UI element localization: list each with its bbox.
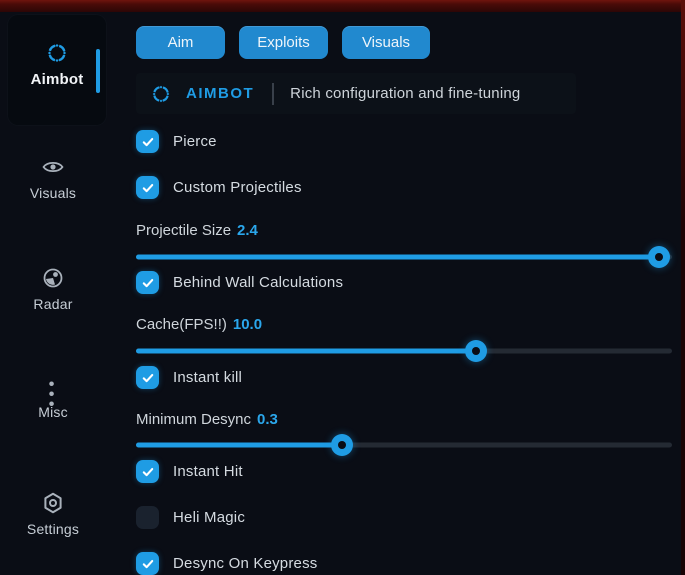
toggle-row-instant-kill[interactable]: Instant kill <box>136 366 242 389</box>
toggle-row-custom-projectiles[interactable]: Custom Projectiles <box>136 176 302 199</box>
slider-value: 2.4 <box>237 222 258 239</box>
checkbox-label: Desync On Keypress <box>173 555 318 572</box>
slider-track[interactable] <box>136 442 672 448</box>
background-top-red-strip <box>0 0 685 12</box>
slider-fill <box>136 254 659 260</box>
slider-label-projectile-size: Projectile Size 2.4 <box>136 222 258 239</box>
gear-icon <box>44 492 62 514</box>
sidebar-item-visuals[interactable]: Visuals <box>0 155 106 203</box>
checkbox[interactable] <box>136 271 159 294</box>
slider-cache-fps[interactable] <box>136 339 672 363</box>
checkbox-label: Instant Hit <box>173 463 243 480</box>
radar-icon <box>43 268 63 288</box>
background-right-red-strip <box>681 0 685 575</box>
sidebar: Aimbot Visuals Radar • • • Misc Settings <box>0 12 130 575</box>
checkbox[interactable] <box>136 552 159 575</box>
crosshair-icon <box>151 84 171 103</box>
slider-value: 0.3 <box>257 411 278 428</box>
checkbox-label: Custom Projectiles <box>173 179 302 196</box>
toggle-row-heli-magic[interactable]: Heli Magic <box>136 506 245 529</box>
toggle-row-pierce[interactable]: Pierce <box>136 130 217 153</box>
check-icon <box>142 183 153 192</box>
slider-projectile-size[interactable] <box>136 245 672 269</box>
checkbox[interactable] <box>136 506 159 529</box>
checkbox[interactable] <box>136 130 159 153</box>
checkbox[interactable] <box>136 460 159 483</box>
toggle-row-instant-hit[interactable]: Instant Hit <box>136 460 243 483</box>
sidebar-item-label: Settings <box>26 521 80 537</box>
toggle-row-desync-on-keypress[interactable]: Desync On Keypress <box>136 552 318 575</box>
tab-visuals[interactable]: Visuals <box>342 26 430 59</box>
slider-thumb[interactable] <box>647 246 670 268</box>
check-icon <box>142 559 153 568</box>
sidebar-item-aimbot[interactable]: Aimbot <box>8 15 106 125</box>
check-icon <box>142 373 153 382</box>
check-icon <box>142 278 153 287</box>
sidebar-item-misc[interactable]: • • • Misc <box>0 376 106 422</box>
checkbox[interactable] <box>136 366 159 389</box>
check-icon <box>142 137 153 146</box>
slider-label-minimum-desync: Minimum Desync 0.3 <box>136 411 278 428</box>
checkbox-label: Pierce <box>173 133 217 150</box>
slider-value: 10.0 <box>232 316 263 333</box>
crosshair-icon <box>46 42 68 64</box>
slider-label: Cache(FPS!!) <box>136 316 227 333</box>
sidebar-item-settings[interactable]: Settings <box>0 491 106 539</box>
slider-fill <box>136 348 477 354</box>
slider-thumb[interactable] <box>331 434 354 456</box>
tab-exploits[interactable]: Exploits <box>239 26 328 59</box>
slider-fill <box>136 442 343 448</box>
checkbox-label: Heli Magic <box>173 509 246 526</box>
tab-aim[interactable]: Aim <box>136 26 225 59</box>
sidebar-item-radar[interactable]: Radar <box>0 266 106 314</box>
slider-label: Minimum Desync <box>136 411 252 428</box>
slider-label-cache-fps: Cache(FPS!!) 10.0 <box>136 316 262 333</box>
section-title: AIMBOT <box>186 85 255 102</box>
active-accent-bar <box>96 49 100 93</box>
section-header: AIMBOT Rich configuration and fine-tunin… <box>136 73 576 114</box>
eye-icon <box>42 161 64 173</box>
sidebar-item-label: Radar <box>33 296 73 312</box>
checkbox-label: Behind Wall Calculations <box>173 274 344 291</box>
check-icon <box>142 467 153 476</box>
slider-label: Projectile Size <box>136 222 232 239</box>
sidebar-item-label: Aimbot <box>30 71 84 88</box>
checkbox-label: Instant kill <box>173 369 243 386</box>
header-divider <box>272 82 275 105</box>
slider-minimum-desync[interactable] <box>136 433 672 457</box>
slider-thumb[interactable] <box>465 340 488 362</box>
ellipsis-icon: • • • <box>48 376 58 413</box>
section-subtitle: Rich configuration and fine-tuning <box>290 85 521 102</box>
sidebar-item-label: Visuals <box>29 185 77 201</box>
toggle-row-behind-wall-calculations[interactable]: Behind Wall Calculations <box>136 271 343 294</box>
checkbox[interactable] <box>136 176 159 199</box>
sidebar-item-label: Misc <box>38 404 68 420</box>
